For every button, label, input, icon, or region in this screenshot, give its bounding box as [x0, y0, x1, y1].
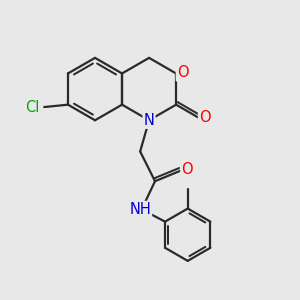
- Text: O: O: [181, 162, 193, 177]
- Text: O: O: [199, 110, 211, 125]
- Text: N: N: [144, 113, 154, 128]
- Text: NH: NH: [129, 202, 151, 217]
- Text: Cl: Cl: [25, 100, 40, 115]
- Text: O: O: [177, 65, 188, 80]
